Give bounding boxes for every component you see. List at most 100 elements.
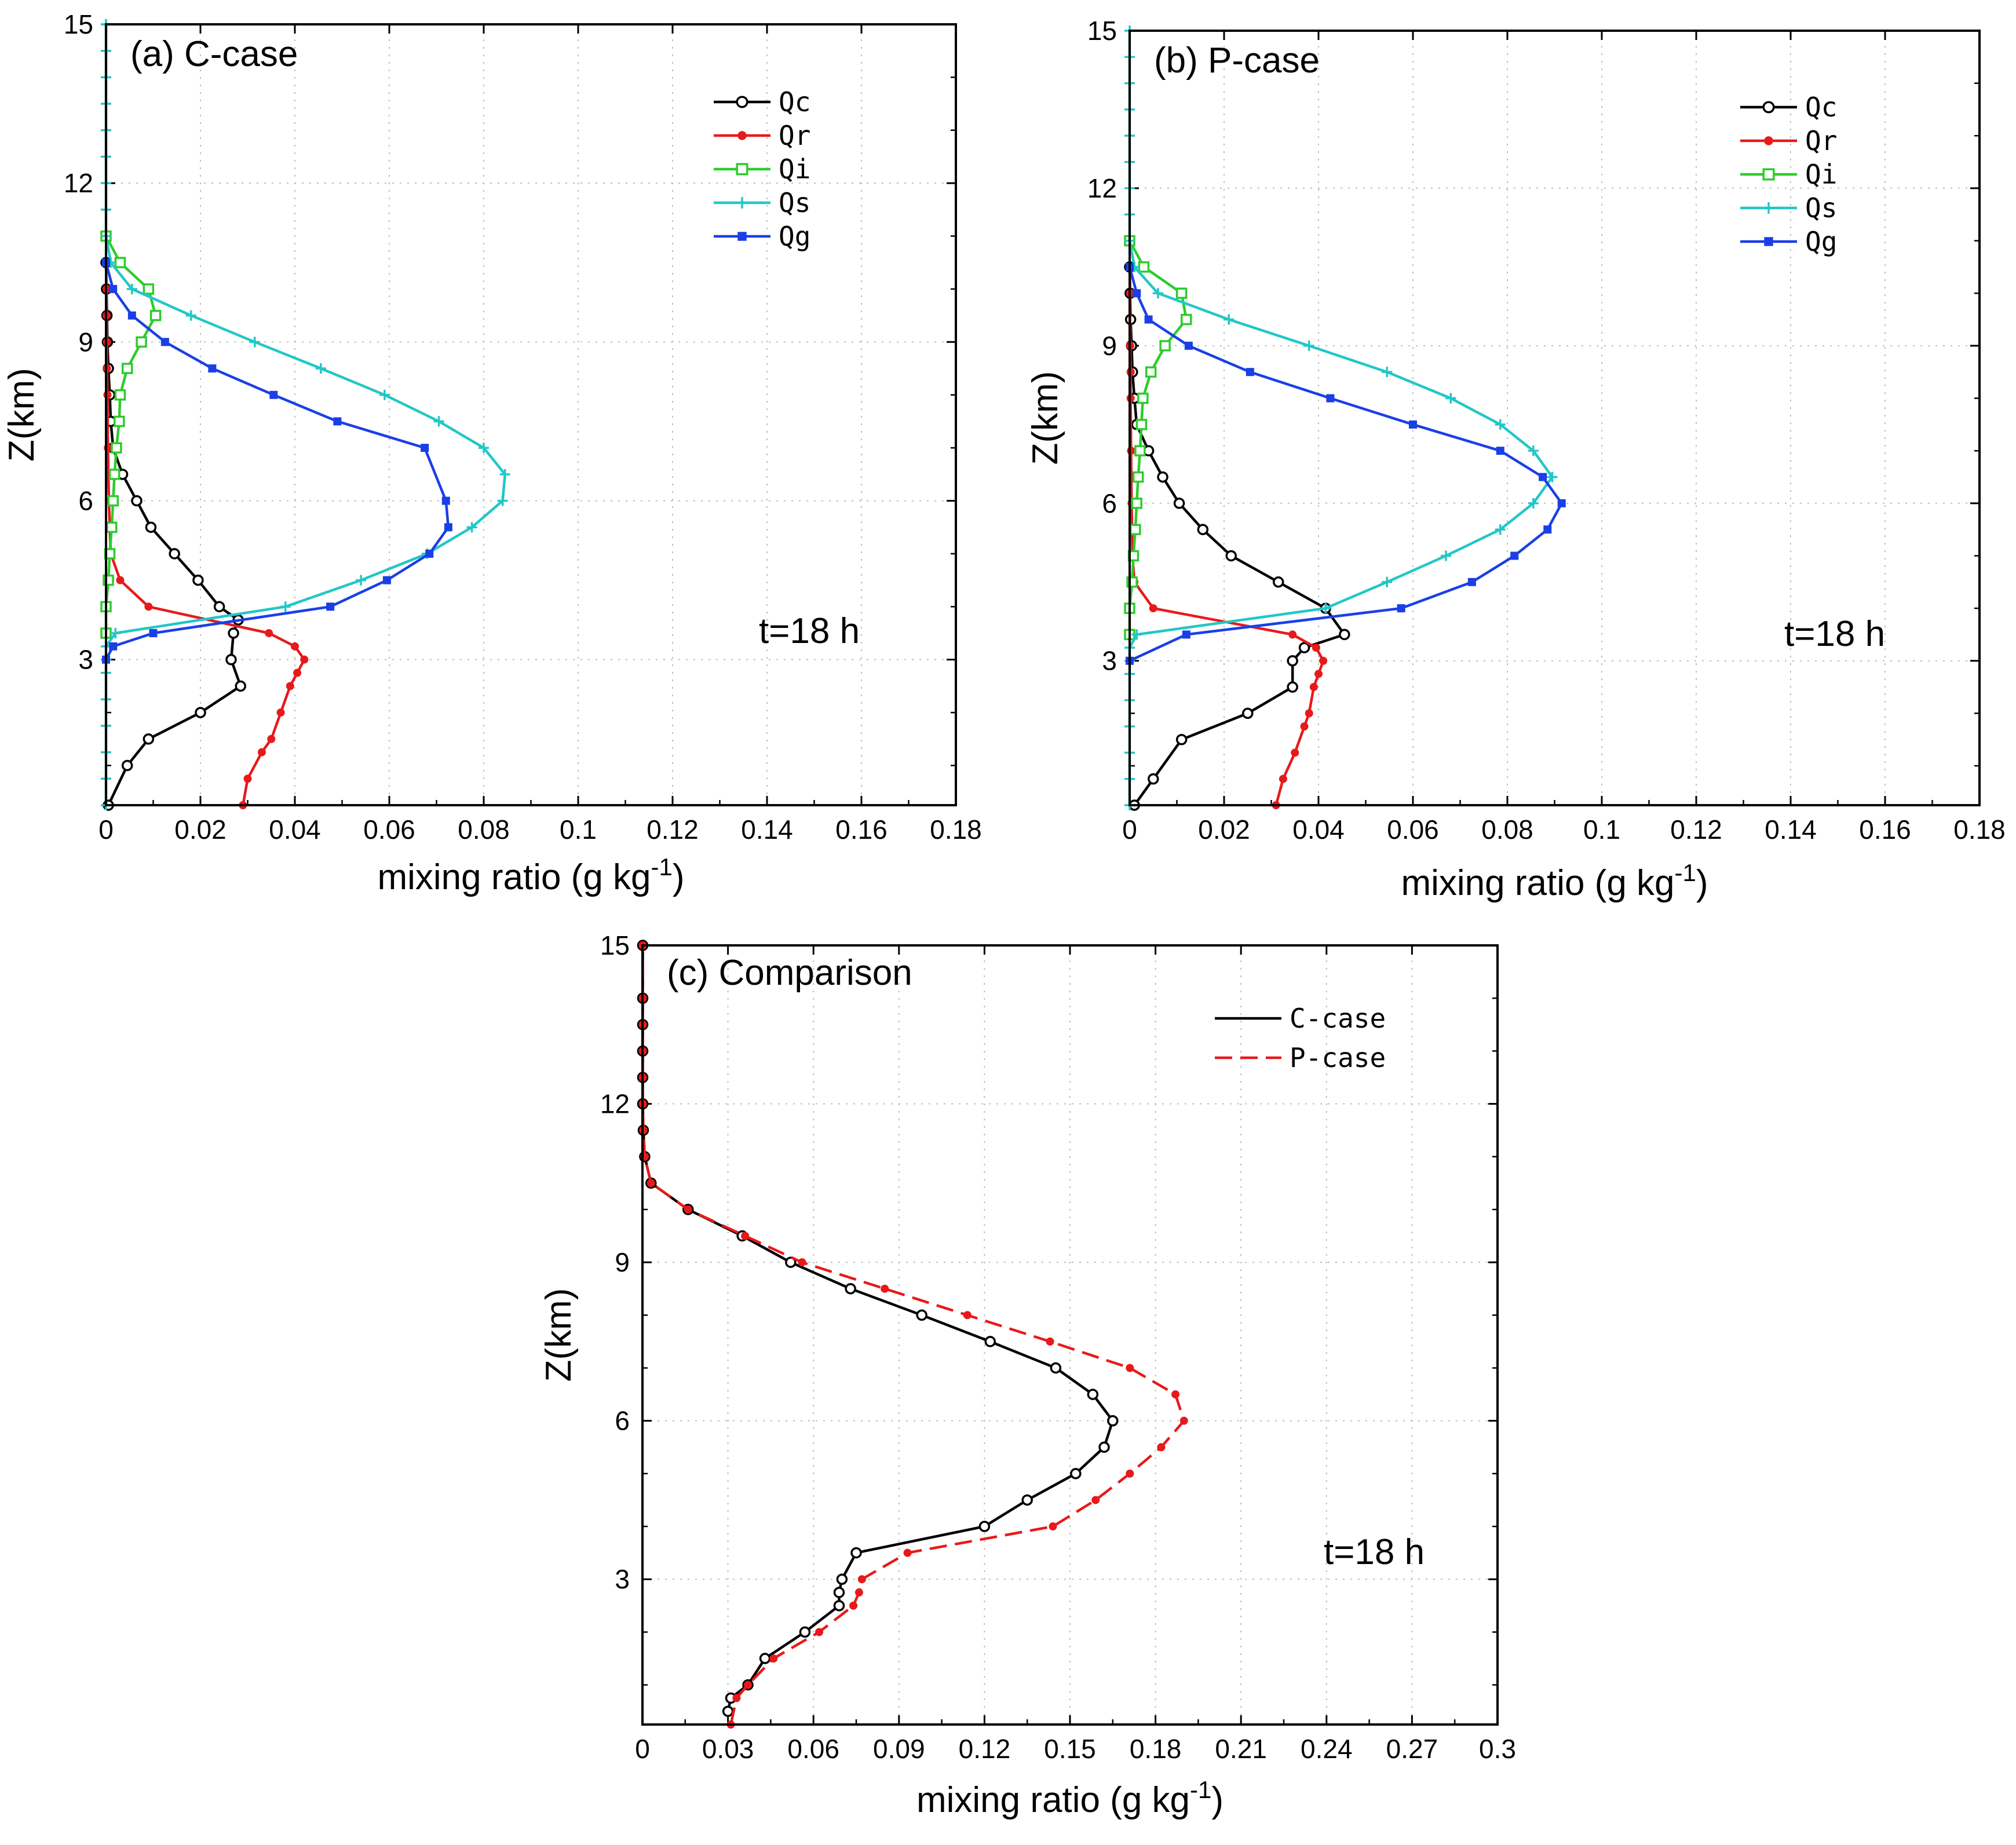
legend-marker <box>737 232 747 241</box>
legend-label: Qr <box>1805 125 1837 156</box>
data-point <box>1133 289 1141 298</box>
data-point <box>1127 447 1135 455</box>
y-tick-label: 9 <box>615 1247 630 1277</box>
data-point <box>499 469 510 480</box>
x-axis-title-superscript: -1 <box>1675 859 1696 886</box>
data-point <box>213 601 225 613</box>
data-point <box>881 1284 889 1293</box>
data-point <box>1496 447 1504 455</box>
data-point <box>1298 642 1310 653</box>
x-tick-label: 0.04 <box>1292 814 1345 845</box>
x-tick-label: 0.06 <box>787 1734 839 1764</box>
legend-marker <box>737 131 747 140</box>
data-point <box>984 1336 996 1347</box>
data-point <box>1131 629 1142 640</box>
x-tick-label: 0.18 <box>1130 1734 1182 1764</box>
panel-title: (b) P-case <box>1154 41 1320 81</box>
gridlines <box>642 945 1498 1725</box>
data-point <box>1288 630 1297 639</box>
data-point <box>185 310 196 321</box>
data-point <box>815 1628 824 1636</box>
series-line <box>104 262 450 660</box>
data-point <box>903 1548 912 1557</box>
legend-label: Qr <box>779 120 810 151</box>
data-point <box>1126 1364 1134 1372</box>
data-point <box>1107 1415 1119 1427</box>
plot-frame <box>641 944 1499 1726</box>
data-point <box>836 1573 848 1585</box>
data-point <box>1098 1441 1110 1453</box>
data-point <box>1134 445 1146 456</box>
data-point <box>433 416 444 427</box>
legend-item: Qg <box>1740 226 1837 257</box>
x-tick-label: 0.24 <box>1301 1734 1353 1764</box>
data-point <box>1050 1362 1062 1374</box>
data-point <box>280 601 291 612</box>
data-point <box>276 708 285 717</box>
data-point <box>249 337 260 348</box>
y-tick-label: 9 <box>1102 331 1117 361</box>
data-point <box>1087 1389 1099 1400</box>
data-point <box>108 469 120 480</box>
legend-marker <box>1762 101 1775 114</box>
x-tick-label: 0.12 <box>1670 814 1722 845</box>
x-tick-label: 0.16 <box>1859 814 1911 845</box>
data-point <box>1070 1468 1082 1479</box>
data-point <box>111 442 122 454</box>
data-point <box>1144 315 1153 324</box>
series-qr <box>102 258 309 809</box>
series-qc <box>1124 261 1350 811</box>
data-point <box>136 336 147 348</box>
y-tick-label: 3 <box>78 645 93 675</box>
data-point <box>106 521 118 533</box>
data-point <box>1287 681 1298 693</box>
x-axis-title-main: mixing ratio (g kg <box>377 857 651 897</box>
data-point <box>1132 471 1144 483</box>
legend-marker <box>1762 168 1775 181</box>
data-point <box>1179 1416 1188 1425</box>
data-point <box>497 495 508 506</box>
y-tick-label: 15 <box>64 9 93 39</box>
data-point <box>315 363 326 374</box>
data-point <box>1319 656 1328 665</box>
data-point <box>479 443 489 454</box>
x-axis-title-main: mixing ratio (g kg <box>1401 863 1674 903</box>
series-qs <box>101 19 510 810</box>
data-point <box>1303 340 1314 351</box>
x-tick-label: 0.14 <box>741 814 793 845</box>
data-point <box>228 627 239 639</box>
data-point <box>1382 367 1393 378</box>
legend-marker <box>736 197 748 209</box>
data-point <box>1528 498 1539 509</box>
data-point <box>1225 550 1237 562</box>
time-annotation: t=18 h <box>759 611 860 651</box>
data-point <box>441 496 450 505</box>
y-axis-title: Z(km) <box>2 368 42 462</box>
legend-label: C-case <box>1290 1003 1386 1034</box>
data-point <box>121 759 133 772</box>
data-point <box>243 774 252 783</box>
data-point <box>379 389 390 400</box>
data-point <box>145 521 157 533</box>
data-point <box>1130 524 1141 535</box>
x-tick-label: 0 <box>98 814 114 845</box>
x-tick-label: 0.1 <box>1583 814 1620 845</box>
data-point <box>1049 1522 1057 1531</box>
data-point <box>103 390 112 399</box>
data-point <box>1131 498 1142 509</box>
legend-label: Qs <box>1805 192 1837 224</box>
panel-title: (c) Comparison <box>667 953 912 993</box>
data-point <box>1175 287 1188 299</box>
legend-label: Qg <box>779 221 810 252</box>
data-point <box>107 495 119 507</box>
data-point <box>109 284 118 293</box>
data-point <box>1145 366 1157 378</box>
legend-marker <box>1764 237 1773 246</box>
data-point <box>1397 604 1405 613</box>
x-tick-label: 0.08 <box>1481 814 1533 845</box>
data-point <box>1309 683 1318 692</box>
data-point <box>1091 1496 1100 1504</box>
data-point <box>235 680 247 692</box>
